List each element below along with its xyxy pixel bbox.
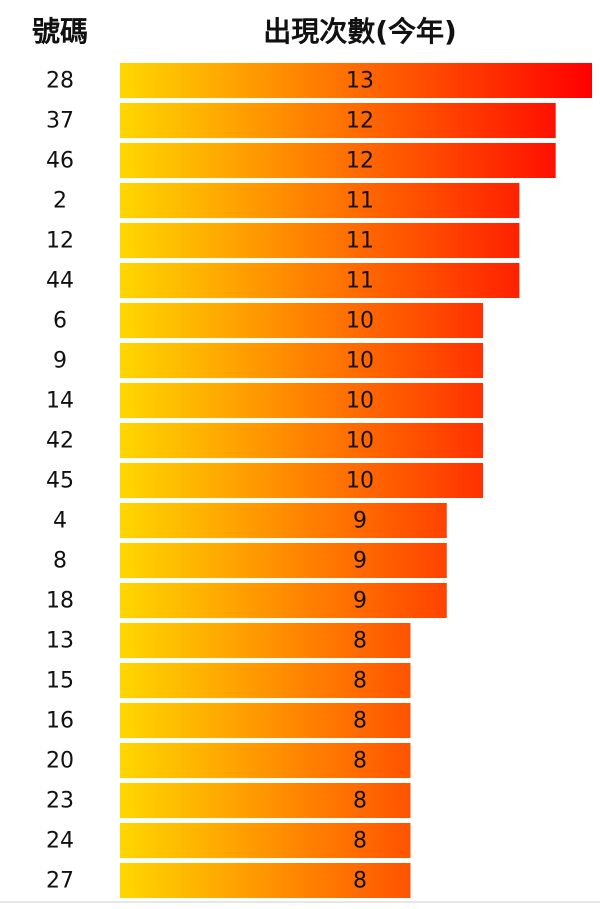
row-label: 37 [46,109,74,134]
row-label: 23 [46,789,74,814]
value-label: 10 [346,349,374,374]
column-header: 出現次數(今年) [263,15,457,48]
bar [120,143,556,178]
row-label: 9 [53,349,67,374]
value-label: 8 [353,629,367,654]
bar [120,423,484,458]
row-label: 46 [46,149,74,174]
value-label: 8 [353,709,367,734]
bar [120,263,520,298]
bar [120,223,520,258]
value-label: 10 [346,469,374,494]
row-label: 45 [46,469,74,494]
row-label: 24 [46,829,74,854]
bar [120,63,592,98]
row-label: 27 [46,869,74,894]
row-label: 18 [46,589,74,614]
bar [120,103,556,138]
bar [120,543,447,578]
row-label: 42 [46,429,74,454]
row-label: 28 [46,69,74,94]
column-header: 號碼 [32,15,88,48]
value-label: 12 [346,149,374,174]
value-label: 9 [353,589,367,614]
row-label: 44 [46,269,74,294]
row-label: 14 [46,389,74,414]
row-label: 16 [46,709,74,734]
row-label: 2 [53,189,67,214]
value-label: 9 [353,549,367,574]
bar [120,343,484,378]
value-label: 8 [353,829,367,854]
value-label: 10 [346,429,374,454]
bar [120,303,484,338]
value-label: 11 [346,189,374,214]
value-label: 11 [346,229,374,254]
row-label: 8 [53,549,67,574]
row-label: 4 [53,509,67,534]
value-label: 11 [346,269,374,294]
value-label: 9 [353,509,367,534]
value-label: 10 [346,309,374,334]
row-label: 13 [46,629,74,654]
value-label: 8 [353,669,367,694]
bar [120,463,484,498]
value-label: 8 [353,789,367,814]
bar [120,503,447,538]
bar [120,703,411,738]
bar [120,583,447,618]
row-label: 20 [46,749,74,774]
bar [120,663,411,698]
bar [120,863,411,898]
bar [120,823,411,858]
bar [120,183,520,218]
bar [120,743,411,778]
value-label: 12 [346,109,374,134]
value-label: 8 [353,749,367,774]
row-label: 6 [53,309,67,334]
bar [120,623,411,658]
value-label: 10 [346,389,374,414]
value-label: 8 [353,869,367,894]
row-label: 12 [46,229,74,254]
bar [120,783,411,818]
row-label: 15 [46,669,74,694]
value-label: 13 [346,69,374,94]
bar [120,383,484,418]
